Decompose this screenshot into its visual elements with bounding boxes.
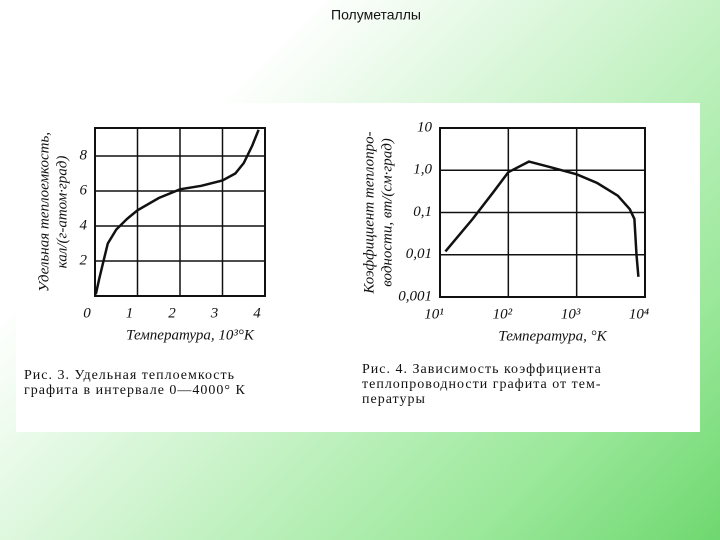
y-tick-label: 10	[417, 119, 433, 135]
y-tick-label: 0,01	[406, 246, 432, 262]
y-axis-label: водности, вт/(см·град)	[379, 138, 395, 287]
x-tick-label: 10¹	[424, 306, 444, 322]
x-tick-label: 1	[126, 305, 134, 321]
figure-caption: теплопроводности графита от тем-	[362, 377, 602, 392]
x-tick-label: 0	[83, 305, 91, 321]
data-line	[94, 129, 260, 295]
x-tick-label: 4	[253, 305, 261, 321]
x-tick-label: 10²	[493, 306, 513, 322]
x-tick-label: 10³	[561, 306, 581, 322]
x-axis-label: Температура, 10³°К	[126, 327, 255, 343]
slide-title: Полуметаллы	[331, 7, 421, 23]
y-tick-label: 4	[80, 217, 88, 233]
y-tick-label: 1,0	[413, 162, 432, 178]
x-tick-label: 2	[168, 305, 176, 321]
figure-caption: Рис. 4. Зависимость коэффициента	[362, 362, 602, 377]
x-tick-label: 10⁴	[629, 306, 649, 322]
data-line	[444, 160, 640, 277]
figure-panel	[16, 103, 700, 432]
y-axis-label: Коэффициент теплопро-	[361, 131, 377, 294]
x-axis-label: Температура, °К	[498, 328, 607, 344]
y-tick-label: 0,1	[413, 204, 432, 220]
y-axis-label: кал/(г-атом·град)	[54, 156, 70, 269]
figure-caption: графита в интервале 0—4000° К	[24, 383, 246, 398]
figure-caption: пературы	[362, 392, 426, 407]
y-tick-label: 8	[80, 147, 88, 163]
y-tick-label: 0,001	[398, 288, 432, 304]
y-tick-label: 2	[80, 252, 88, 268]
y-axis-label: Удельная теплоемкость,	[36, 132, 52, 292]
y-tick-label: 6	[80, 182, 88, 198]
figure-caption: Рис. 3. Удельная теплоемкость	[24, 368, 235, 383]
x-tick-label: 3	[210, 305, 219, 321]
